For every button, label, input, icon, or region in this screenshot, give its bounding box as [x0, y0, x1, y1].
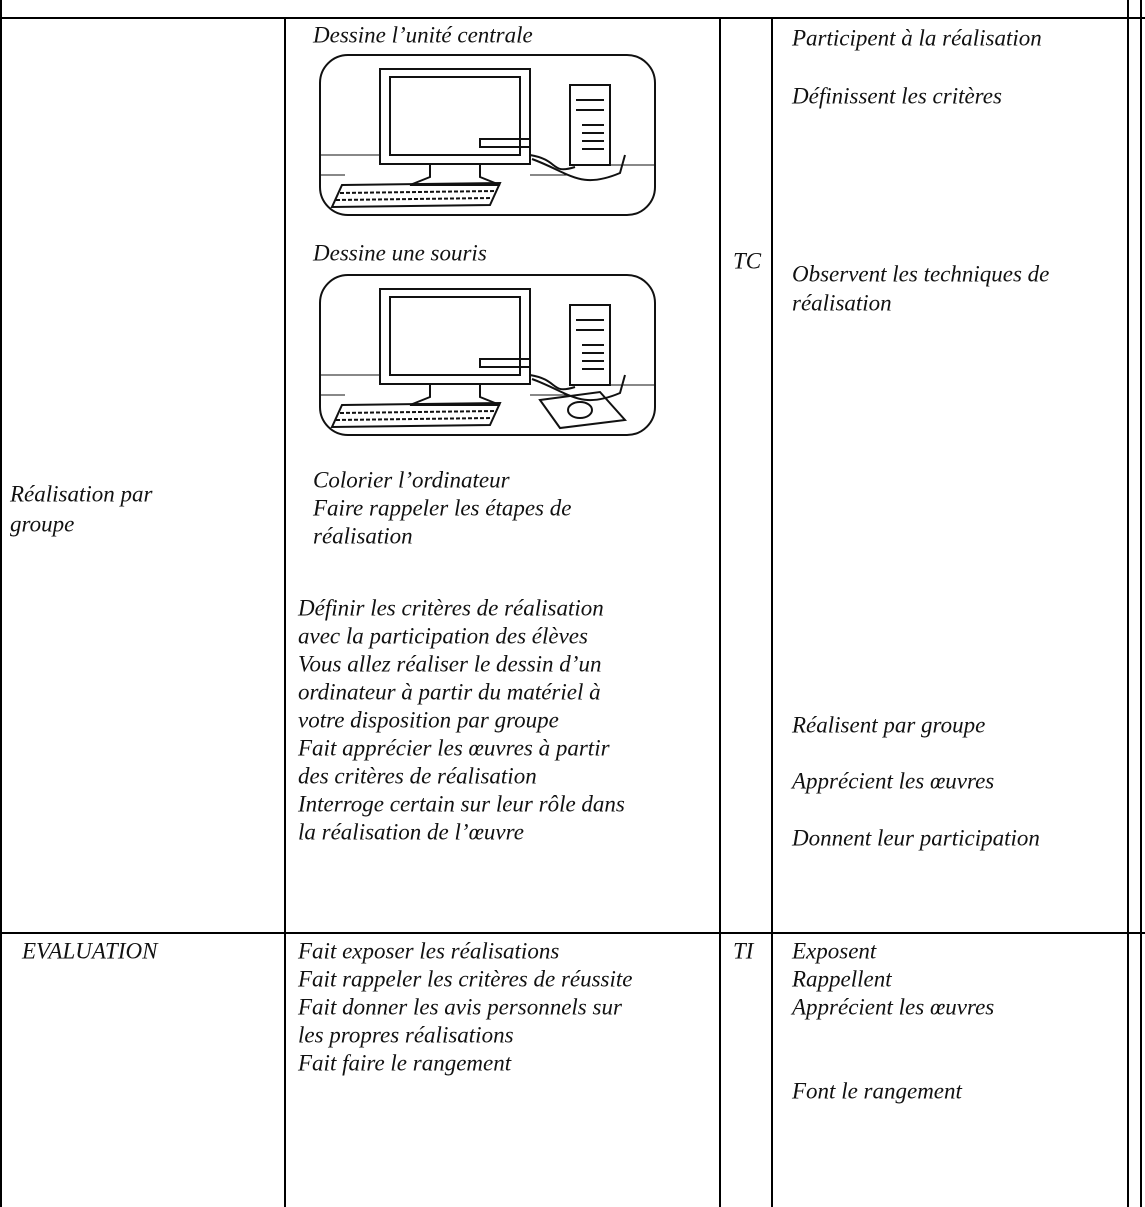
- cell-text: Apprécient les œuvres: [790, 994, 994, 1019]
- cell-text: Rappellent: [791, 966, 892, 991]
- computer-illustration: [319, 54, 656, 216]
- cell-text: Font le rangement: [791, 1078, 963, 1103]
- cell-text: Fait donner les avis personnels sur: [297, 994, 623, 1019]
- cell-text: Réalisation par: [9, 481, 154, 506]
- computer-mouse-illustration: [319, 274, 656, 436]
- cell-text: EVALUATION: [21, 938, 159, 963]
- cell-text: Dessine une souris: [312, 240, 487, 265]
- cell-text: Donnent leur participation: [791, 825, 1040, 850]
- cell-text: ordinateur à partir du matériel à: [298, 679, 601, 704]
- cell-text: réalisation: [313, 523, 413, 548]
- cell-text: Fait rappeler les critères de réussite: [297, 966, 633, 991]
- cell-text: Colorier l’ordinateur: [313, 467, 511, 492]
- cell-text: Fait faire le rangement: [297, 1050, 512, 1075]
- cell-text: Apprécient les œuvres: [790, 768, 994, 793]
- cell-text: Dessine l’unité centrale: [312, 22, 533, 47]
- cell-text: Interroge certain sur leur rôle dans: [297, 791, 625, 816]
- cell-text: Fait apprécier les œuvres à partir: [297, 735, 611, 760]
- cell-text: des critères de réalisation: [298, 763, 537, 788]
- cell-text: Vous allez réaliser le dessin d’un: [298, 651, 601, 676]
- cell-text: groupe: [10, 511, 74, 536]
- cell-text: la réalisation de l’œuvre: [298, 819, 524, 844]
- cell-text: Observent les techniques de: [792, 261, 1049, 286]
- cell-text: Exposent: [791, 938, 877, 963]
- cell-text: Définir les critères de réalisation: [297, 595, 604, 620]
- cell-text: avec la participation des élèves: [298, 623, 588, 648]
- cell-text: Fait exposer les réalisations: [297, 938, 559, 963]
- cell-text: Participent à la réalisation: [791, 25, 1042, 50]
- cell-text: votre disposition par groupe: [298, 707, 559, 732]
- cell-text: TC: [733, 248, 762, 273]
- cell-text: TI: [733, 938, 755, 963]
- cell-text: les propres réalisations: [298, 1022, 514, 1047]
- cell-text: réalisation: [792, 290, 892, 315]
- cell-text: Définissent les critères: [791, 83, 1002, 108]
- cell-text: Faire rappeler les étapes de: [312, 495, 571, 520]
- cell-text: Réalisent par groupe: [791, 712, 985, 737]
